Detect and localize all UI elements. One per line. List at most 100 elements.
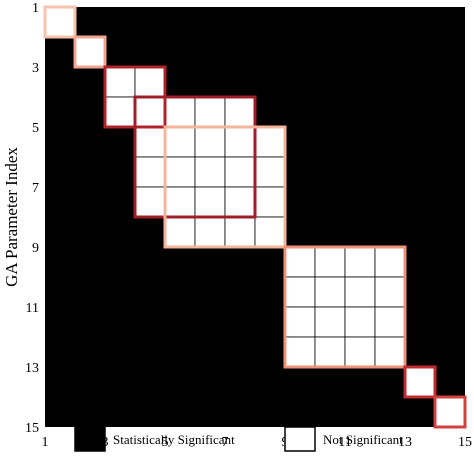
heatmap-cell	[45, 307, 75, 337]
heatmap-cell	[225, 67, 255, 97]
legend-swatch-significant	[74, 426, 106, 452]
heatmap-cell	[75, 217, 105, 247]
x-tick-label: 15	[458, 435, 472, 450]
heatmap-cell	[345, 7, 375, 37]
highlight-box	[73, 35, 107, 69]
y-tick-label: 7	[32, 181, 39, 196]
heatmap-cell	[45, 187, 75, 217]
heatmap-cell	[105, 37, 135, 67]
heatmap-cell	[314, 276, 346, 308]
heatmap-cell	[225, 247, 255, 277]
y-tick-label: 1	[32, 1, 39, 16]
y-tick-label: 3	[32, 61, 39, 76]
heatmap-cell	[135, 397, 165, 427]
heatmap-cell	[165, 67, 195, 97]
heatmap-cell	[105, 157, 135, 187]
heatmap-cell	[374, 306, 406, 338]
heatmap-cell	[135, 37, 165, 67]
heatmap-cell	[225, 277, 255, 307]
y-tick-label: 5	[32, 121, 39, 136]
heatmap-cell	[284, 246, 316, 278]
heatmap-cell	[135, 307, 165, 337]
heatmap-cell	[165, 337, 195, 367]
heatmap-cell	[255, 307, 285, 337]
heatmap-cell	[135, 277, 165, 307]
x-axis-title: GA Parameter Index	[185, 390, 325, 409]
heatmap-cell	[254, 186, 286, 218]
heatmap-cell	[45, 67, 75, 97]
heatmap-cell	[75, 97, 105, 127]
heatmap-cell	[435, 277, 465, 307]
heatmap-cell	[435, 367, 465, 397]
heatmap-cell	[345, 97, 375, 127]
heatmap-cell	[45, 337, 75, 367]
legend-label-significant: Statistically Significant	[113, 432, 235, 447]
heatmap-cell	[165, 367, 195, 397]
heatmap-cell	[105, 307, 135, 337]
heatmap-cell	[255, 37, 285, 67]
heatmap-cell	[315, 7, 345, 37]
heatmap-cell	[374, 276, 406, 308]
legend: Statistically Significant Not Significan…	[74, 426, 403, 452]
heatmap-cell	[224, 96, 256, 128]
heatmap-cell	[405, 127, 435, 157]
heatmap-cell	[435, 337, 465, 367]
heatmap-cell	[164, 126, 196, 158]
heatmap-cell	[315, 367, 345, 397]
heatmap-cell	[225, 37, 255, 67]
heatmap-cell	[195, 7, 225, 37]
heatmap-cell	[405, 217, 435, 247]
heatmap-cell	[194, 186, 226, 218]
heatmap-cell	[195, 247, 225, 277]
x-tick-label: 5	[162, 435, 169, 450]
x-tick-label: 7	[222, 435, 229, 450]
heatmap-cell	[434, 396, 466, 428]
heatmap-cell	[345, 67, 375, 97]
heatmap-cell	[105, 337, 135, 367]
heatmap-cell	[75, 307, 105, 337]
heatmap-cell	[315, 397, 345, 427]
heatmap-cell	[285, 367, 315, 397]
heatmap-cell	[75, 277, 105, 307]
heatmap-cell	[435, 37, 465, 67]
heatmap-cell	[195, 337, 225, 367]
heatmap-cell	[45, 217, 75, 247]
heatmap-cell	[134, 126, 166, 158]
heatmap-cell	[195, 367, 225, 397]
heatmap-cell	[74, 36, 106, 68]
heatmap-cell	[375, 127, 405, 157]
heatmap-cell	[315, 217, 345, 247]
heatmap-cell	[315, 67, 345, 97]
heatmap-cell	[255, 7, 285, 37]
heatmap-cell	[105, 397, 135, 427]
heatmap-cell	[165, 307, 195, 337]
heatmap-cell	[285, 157, 315, 187]
heatmap-cell	[435, 97, 465, 127]
heatmap-cell	[105, 7, 135, 37]
heatmap-cell	[285, 7, 315, 37]
heatmap-cell	[435, 67, 465, 97]
heatmap-cell	[164, 216, 196, 248]
heatmap-cell	[345, 367, 375, 397]
y-tick-label: 11	[26, 301, 39, 316]
heatmap-cell	[285, 187, 315, 217]
heatmap-cell	[405, 7, 435, 37]
heatmap-cell	[164, 186, 196, 218]
heatmap-cell	[195, 67, 225, 97]
heatmap-cell	[224, 156, 256, 188]
heatmap-cell	[75, 157, 105, 187]
heatmap-cell	[255, 97, 285, 127]
heatmap-cell	[254, 216, 286, 248]
heatmap-cell	[345, 217, 375, 247]
heatmap-cell	[104, 96, 136, 128]
heatmap-cell	[134, 156, 166, 188]
heatmap-cell	[435, 247, 465, 277]
legend-swatch-not-significant	[284, 426, 316, 452]
heatmap-cell	[224, 216, 256, 248]
heatmap-cell	[134, 66, 166, 98]
heatmap-cell	[105, 367, 135, 397]
y-tick-label: 9	[32, 241, 39, 256]
heatmap-cell	[164, 96, 196, 128]
heatmap-cell	[44, 6, 76, 38]
